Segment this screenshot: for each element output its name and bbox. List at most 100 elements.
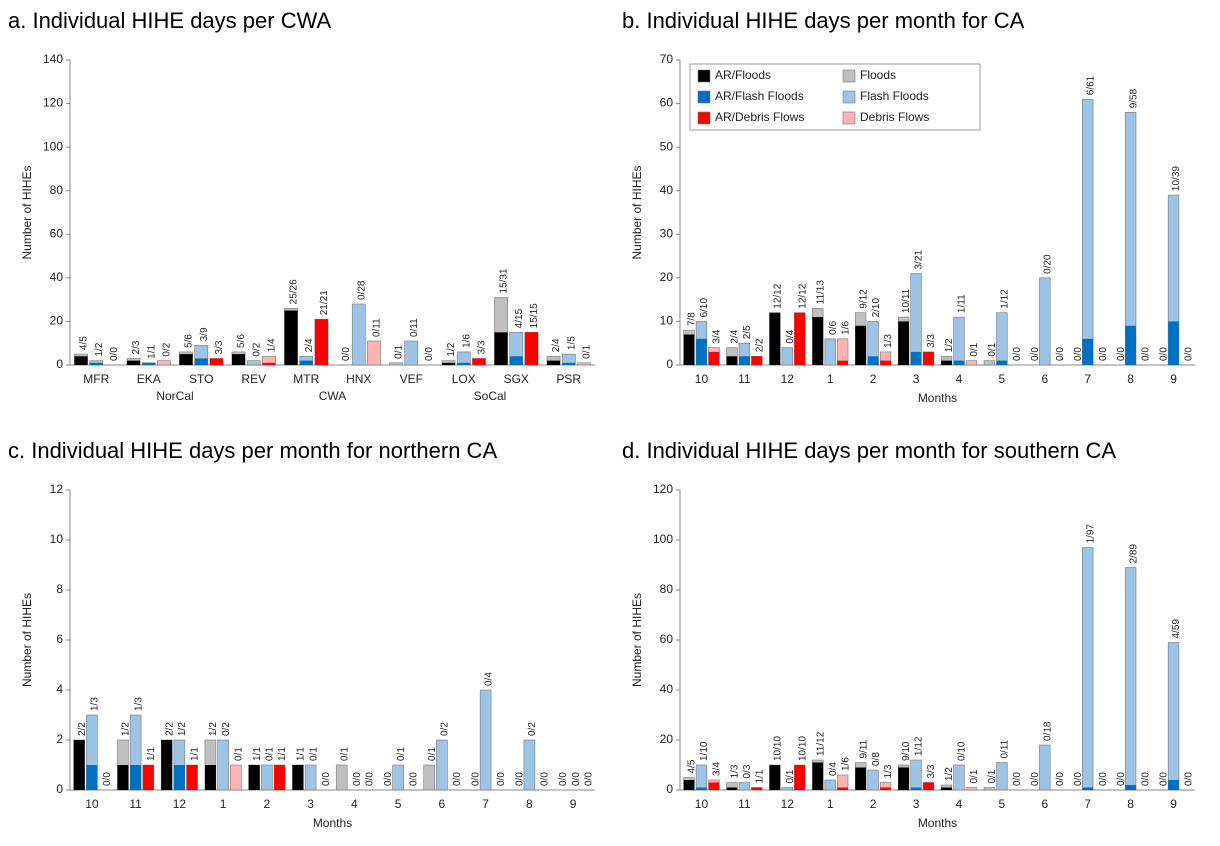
- ratio-label: 15/15: [529, 303, 540, 328]
- panel-title: d. Individual HIHE days per month for so…: [622, 438, 1116, 463]
- bar: [769, 765, 780, 790]
- x-tick-label: 4: [351, 797, 358, 811]
- ratio-label: 0/0: [352, 772, 363, 786]
- bar: [751, 788, 762, 791]
- x-tick-label: 5: [395, 797, 402, 811]
- ratio-label: 0/0: [424, 347, 435, 361]
- bar: [941, 788, 952, 791]
- legend-label: Flash Floods: [860, 89, 929, 103]
- ratio-label: 0/2: [221, 722, 232, 736]
- ratio-label: 0/2: [527, 722, 538, 736]
- ratio-label: 0/0: [321, 772, 332, 786]
- legend-swatch: [698, 91, 710, 103]
- ratio-label: 0/1: [582, 344, 593, 358]
- ratio-label: 0/0: [1141, 772, 1152, 786]
- ratio-label: 4/15: [514, 308, 525, 328]
- ratio-label: 0/1: [969, 769, 980, 783]
- bar: [274, 765, 285, 790]
- ratio-label: 3/3: [214, 340, 225, 354]
- ratio-label: 3/4: [712, 329, 723, 343]
- ratio-label: 0/4: [828, 762, 839, 776]
- ratio-label: 3/3: [926, 764, 937, 778]
- legend-swatch: [843, 91, 855, 103]
- ratio-label: 0/0: [109, 347, 120, 361]
- ratio-label: 0/2: [251, 342, 262, 356]
- y-tick-label: 40: [660, 682, 674, 696]
- x-tick-label: LOX: [452, 372, 476, 386]
- bar: [292, 765, 303, 790]
- ratio-label: 1/11: [957, 294, 968, 313]
- ratio-label: 0/0: [1098, 347, 1109, 361]
- bar: [1125, 568, 1136, 791]
- ratio-label: 4/5: [79, 336, 90, 350]
- ratio-label: 2/2: [164, 722, 175, 736]
- bar: [218, 740, 229, 790]
- bar: [284, 311, 297, 365]
- bar: [247, 361, 260, 365]
- group-label: SoCal: [474, 389, 507, 403]
- legend-swatch: [843, 70, 855, 82]
- x-tick-label: MFR: [83, 372, 109, 386]
- bar: [367, 341, 380, 365]
- bar: [997, 763, 1008, 791]
- x-tick-label: 10: [695, 797, 709, 811]
- ratio-label: 1/1: [754, 769, 765, 783]
- bar: [305, 765, 316, 790]
- bar: [142, 363, 155, 365]
- ratio-label: 1/1: [146, 747, 157, 761]
- bar: [911, 352, 922, 365]
- bar: [880, 361, 891, 365]
- bar: [825, 780, 836, 790]
- ratio-label: 1/12: [1000, 289, 1011, 309]
- bar: [1168, 643, 1179, 791]
- y-tick-label: 2: [56, 732, 63, 746]
- x-tick-label: 8: [526, 797, 533, 811]
- bar: [709, 783, 720, 791]
- ratio-label: 0/11: [372, 318, 383, 337]
- ratio-label: 0/0: [1012, 347, 1023, 361]
- bar: [117, 765, 128, 790]
- ratio-label: 0/0: [1141, 347, 1152, 361]
- x-tick-label: SGX: [504, 372, 529, 386]
- x-tick-label: REV: [241, 372, 266, 386]
- bar: [868, 356, 879, 365]
- ratio-label: 1/3: [90, 697, 101, 711]
- x-tick-label: 8: [1127, 372, 1134, 386]
- ratio-label: 10/39: [1171, 166, 1182, 191]
- x-tick-label: 11: [738, 797, 751, 811]
- ratio-label: 0/0: [1055, 347, 1066, 361]
- ratio-label: 1/6: [840, 757, 851, 771]
- x-tick-label: 2: [870, 372, 877, 386]
- bar: [127, 361, 140, 365]
- ratio-label: 1/3: [133, 697, 144, 711]
- ratio-label: 5/6: [184, 334, 195, 348]
- bar: [1039, 278, 1050, 365]
- ratio-label: 0/0: [1184, 772, 1195, 786]
- bar: [457, 363, 470, 365]
- x-tick-label: 5: [999, 372, 1006, 386]
- ratio-label: 21/21: [319, 290, 330, 315]
- ratio-label: 2/4: [304, 338, 315, 352]
- bar: [405, 341, 418, 365]
- bar: [1125, 326, 1136, 365]
- legend-label: AR/Debris Flows: [715, 110, 804, 124]
- ratio-label: 0/2: [162, 342, 173, 356]
- x-tick-label: 2: [870, 797, 877, 811]
- bar: [187, 765, 198, 790]
- ratio-label: 0/18: [1042, 721, 1053, 741]
- legend-label: AR/Floods: [715, 68, 771, 82]
- bar: [911, 274, 922, 366]
- bar: [727, 356, 738, 365]
- ratio-label: 10/10: [772, 736, 783, 761]
- ratio-label: 9/11: [858, 739, 869, 758]
- x-tick-label: 7: [482, 797, 489, 811]
- y-tick-label: 60: [660, 632, 674, 646]
- y-tick-label: 120: [43, 96, 63, 110]
- bar: [1125, 785, 1136, 790]
- ratio-label: 0/0: [341, 347, 352, 361]
- bar: [812, 317, 823, 365]
- x-tick-label: 10: [85, 797, 99, 811]
- y-tick-label: 20: [660, 270, 674, 284]
- bar: [442, 363, 455, 365]
- panel-title: a. Individual HIHE days per CWA: [8, 8, 332, 33]
